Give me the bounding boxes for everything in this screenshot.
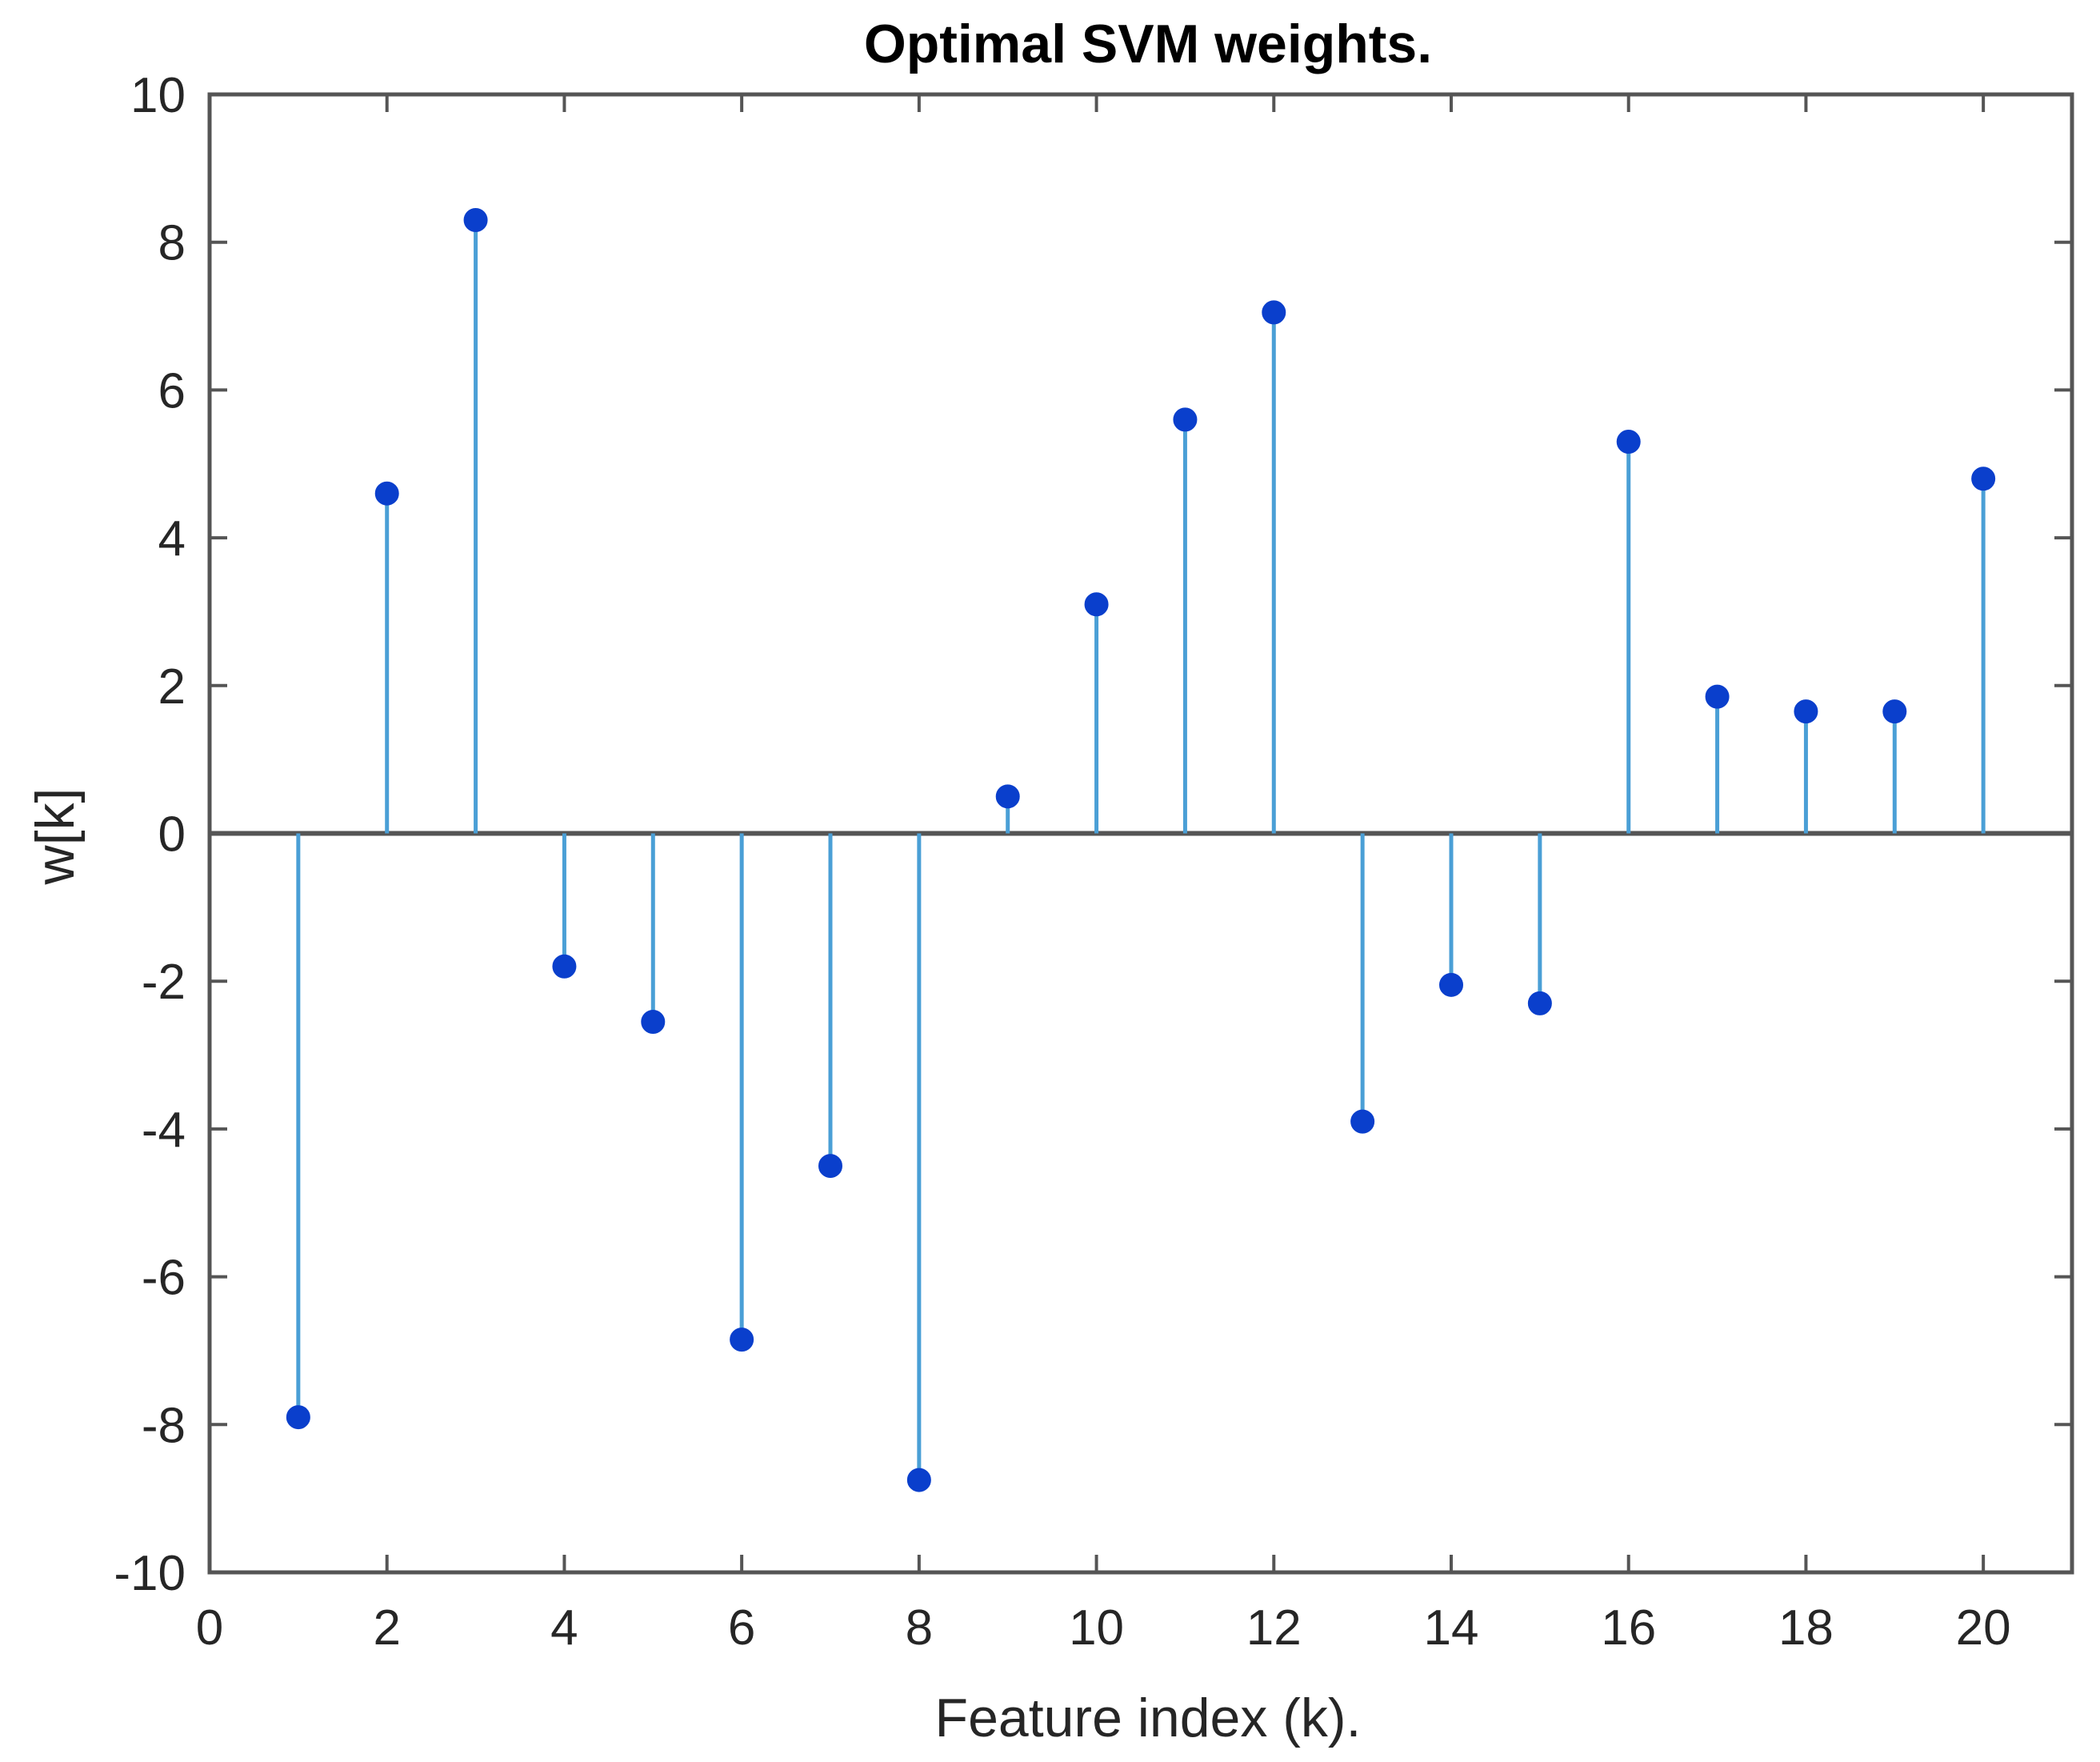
- x-tick-label: 20: [1956, 1600, 2011, 1656]
- y-tick-label: 6: [158, 363, 186, 418]
- stem-marker: [1705, 684, 1730, 709]
- x-tick-label: 10: [1069, 1600, 1124, 1656]
- stem-marker: [286, 1405, 310, 1430]
- stem-marker: [1173, 407, 1198, 432]
- plot-area: 0 2 4 6 8 10 12 14 16 18 20 -10 -8 -6 -4 -2 0 2 4 6 8 10: [114, 68, 2074, 1656]
- stem-marker: [906, 1468, 931, 1492]
- stem-marker: [463, 207, 488, 232]
- x-tick-label: 14: [1424, 1600, 1479, 1656]
- chart-title: Optimal SVM weights.: [864, 14, 1432, 74]
- stem-marker: [818, 1154, 842, 1179]
- y-tick-label: 2: [158, 659, 186, 715]
- x-tick-label: 16: [1601, 1600, 1656, 1656]
- x-tick-label: 0: [196, 1600, 223, 1656]
- y-tick-label: -8: [142, 1398, 186, 1453]
- stem-marker: [730, 1328, 754, 1352]
- stem-marker: [995, 784, 1020, 809]
- y-tick-label: 8: [158, 216, 186, 271]
- stem-marker: [1084, 592, 1109, 617]
- stem-marker: [1971, 467, 1996, 491]
- stem-marker: [552, 954, 577, 979]
- x-tick-label: 6: [728, 1600, 755, 1656]
- stem-marker: [1882, 699, 1907, 724]
- stem-marker: [1794, 699, 1818, 724]
- y-tick-label: -4: [142, 1103, 186, 1158]
- y-tick-label: 4: [158, 511, 186, 567]
- x-tick-label: 4: [550, 1600, 578, 1656]
- x-tick-label: 18: [1778, 1600, 1834, 1656]
- stem-marker: [1527, 991, 1552, 1015]
- stem-marker: [1262, 300, 1286, 325]
- stem-marker: [374, 481, 399, 506]
- x-axis-label: Feature index (k).: [935, 1688, 1362, 1748]
- x-tick-label: 12: [1246, 1600, 1302, 1656]
- y-tick-label: -2: [142, 955, 186, 1010]
- y-tick-label: -10: [114, 1546, 186, 1601]
- stem-marker: [641, 1009, 666, 1034]
- y-tick-label: 0: [158, 807, 186, 863]
- stem-marker: [1439, 972, 1463, 997]
- x-tick-label: 8: [906, 1600, 933, 1656]
- y-tick-label: -6: [142, 1251, 186, 1306]
- y-tick-label: 10: [130, 68, 186, 123]
- x-tick-label: 2: [373, 1600, 400, 1656]
- stem-marker: [1350, 1109, 1375, 1134]
- stem-marker: [1616, 430, 1641, 455]
- y-axis-label: w[k]: [25, 788, 86, 886]
